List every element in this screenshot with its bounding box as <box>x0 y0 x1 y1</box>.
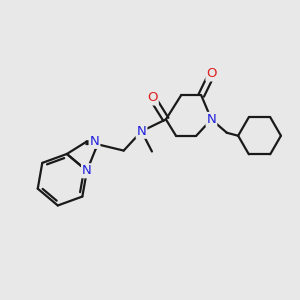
Text: O: O <box>147 92 158 104</box>
Text: N: N <box>137 125 146 138</box>
Text: N: N <box>90 135 99 148</box>
Text: O: O <box>206 68 217 80</box>
Text: N: N <box>82 164 92 177</box>
Text: N: N <box>206 113 216 126</box>
